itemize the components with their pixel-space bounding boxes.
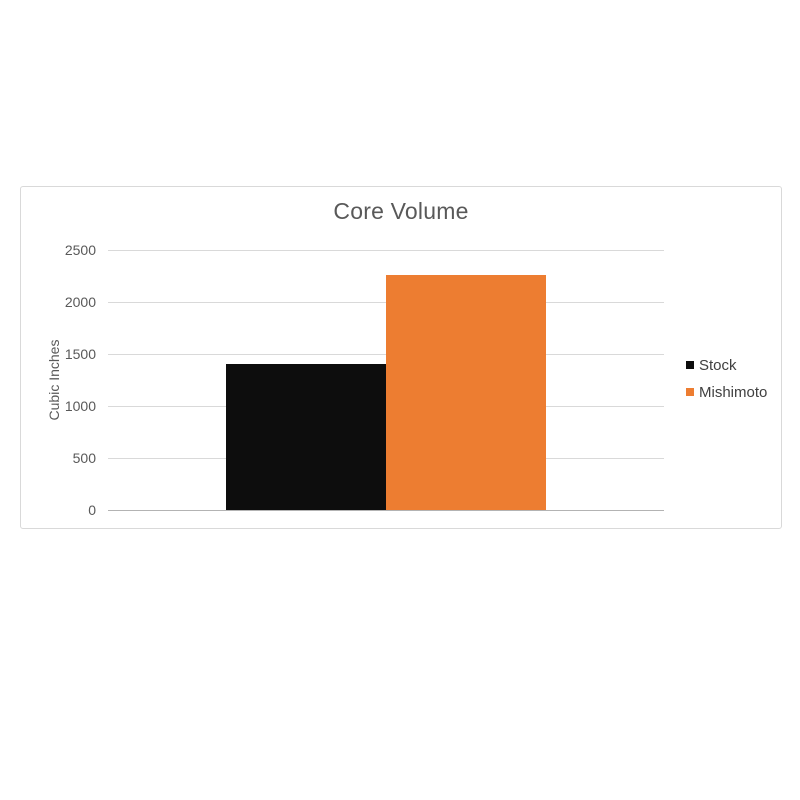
legend-label-stock: Stock (699, 356, 737, 374)
legend-label-mishimoto: Mishimoto (699, 383, 768, 401)
chart-title: Core Volume (333, 198, 469, 224)
y-tick-label-0: 0 (88, 502, 96, 518)
y-axis-tick-labels: 0 500 1000 1500 2000 2500 (21, 242, 96, 518)
bar-mishimoto (386, 274, 546, 510)
legend-swatch-mishimoto-icon (686, 388, 694, 396)
y-tick-label-1000: 1000 (64, 398, 96, 414)
x-axis-line (108, 510, 664, 511)
plot-area (108, 250, 664, 511)
y-tick-label-2000: 2000 (64, 294, 96, 310)
legend-swatch-stock-icon (686, 361, 694, 369)
legend-item-mishimoto: Mishimoto (686, 383, 767, 401)
chart-container: Core Volume Cubic Inches 0 500 1000 1500 200… (20, 186, 782, 529)
bar-stock (226, 364, 386, 510)
gridline-2500 (108, 250, 664, 251)
y-tick-label-1500: 1500 (64, 346, 96, 362)
legend-item-stock: Stock (686, 356, 767, 374)
y-tick-label-2500: 2500 (64, 242, 96, 258)
legend: Stock Mishimoto (686, 356, 767, 410)
y-tick-label-500: 500 (72, 450, 96, 466)
